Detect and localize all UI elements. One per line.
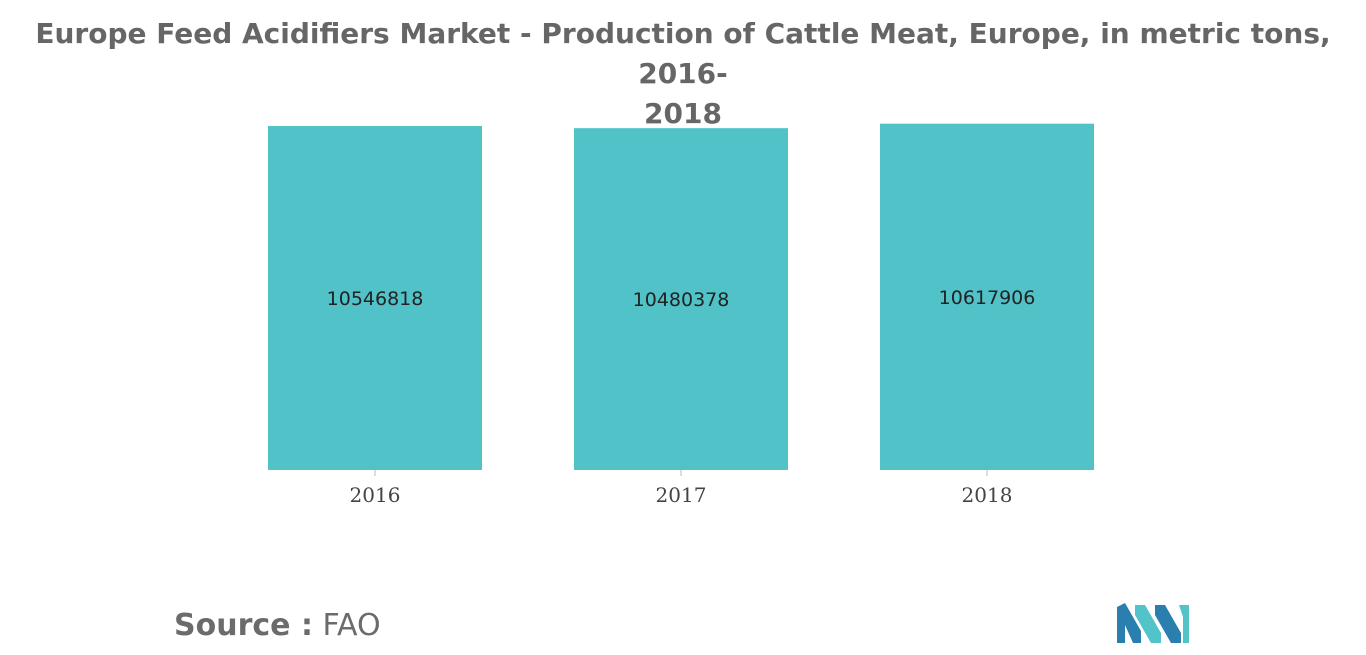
bar-value-label: 10617906 <box>939 287 1036 309</box>
bar-2018 <box>880 123 1094 471</box>
chart-title: Europe Feed Acidifiers Market - Producti… <box>0 14 1366 134</box>
bar-value-label: 10480378 <box>633 289 730 311</box>
chart-title-line-1: Europe Feed Acidifiers Market - Producti… <box>35 17 1331 90</box>
bar-2016 <box>268 126 482 470</box>
source-label: Source : <box>174 608 313 643</box>
bar-2017 <box>574 128 788 470</box>
source-note: Source : FAO <box>174 608 381 643</box>
mordor-logo-icon <box>1117 603 1189 643</box>
bar-value-label: 10546818 <box>327 288 424 310</box>
x-tick-label: 2016 <box>350 483 401 507</box>
x-axis: 2016 2017 2018 <box>350 470 1013 507</box>
source-value: FAO <box>322 608 381 643</box>
chart-title-line-2: 2018 <box>644 97 722 130</box>
bars-group: 10546818 10480378 10617906 <box>268 123 1094 471</box>
x-tick-label: 2017 <box>656 483 707 507</box>
x-tick-label: 2018 <box>962 483 1013 507</box>
